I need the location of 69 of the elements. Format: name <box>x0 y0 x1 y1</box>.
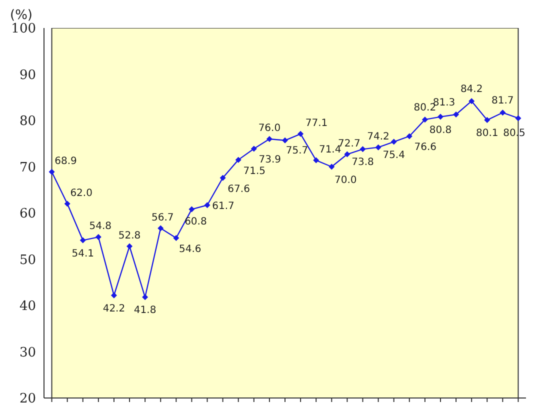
point <box>188 206 195 212</box>
text: 80.2 <box>414 102 436 114</box>
text: 80.1 <box>476 128 498 140</box>
text: 76.6 <box>414 142 437 154</box>
text: 74.2 <box>367 131 390 142</box>
y-axis-title: (%) <box>10 8 32 23</box>
y-tick-label: 90 <box>19 68 36 83</box>
text: 56.7 <box>151 212 174 224</box>
point <box>437 114 444 120</box>
text: 73.9 <box>258 154 282 166</box>
text: 75.4 <box>382 150 405 161</box>
text: 80.8 <box>429 124 452 136</box>
point <box>453 111 460 118</box>
y-tick-label: 50 <box>19 252 36 268</box>
text: 61.7 <box>212 201 234 212</box>
text: 68.9 <box>54 156 77 167</box>
point <box>95 234 102 240</box>
point <box>344 151 350 158</box>
text: 54.8 <box>89 221 112 232</box>
text: 62.0 <box>70 188 92 199</box>
point <box>406 133 412 140</box>
point <box>266 136 272 142</box>
text: 84.2 <box>460 84 483 96</box>
point <box>313 157 320 164</box>
point <box>422 116 428 123</box>
point <box>142 294 148 300</box>
y-tick-label: 30 <box>19 345 36 360</box>
point <box>235 156 242 163</box>
point <box>110 292 117 298</box>
point <box>298 130 304 137</box>
y-tick-label: 40 <box>19 299 36 314</box>
point <box>390 138 397 145</box>
text: 54.6 <box>179 244 202 255</box>
point <box>64 200 70 207</box>
y-tick-label: 60 <box>19 206 36 222</box>
point <box>126 243 133 250</box>
text: 42.2 <box>102 303 126 314</box>
text: 52.8 <box>118 230 141 242</box>
y-tick-label: 100 <box>11 22 36 37</box>
text: 75.7 <box>286 145 308 156</box>
point <box>158 225 164 232</box>
text: 77.1 <box>305 118 328 129</box>
point <box>250 146 257 152</box>
text: 71.4 <box>318 144 342 156</box>
text: 76.0 <box>258 123 281 134</box>
point <box>282 137 288 144</box>
text: 54.1 <box>72 248 94 260</box>
point <box>375 144 382 150</box>
y-tick-label: 80 <box>19 114 36 130</box>
text: 73.8 <box>352 157 374 168</box>
y-tick-label: 70 <box>19 160 36 176</box>
point <box>204 202 210 208</box>
point <box>328 164 335 170</box>
point <box>220 174 226 181</box>
text: 70.0 <box>334 174 357 186</box>
point <box>468 98 475 104</box>
text: 81.7 <box>492 96 514 107</box>
point <box>48 168 55 175</box>
text: 41.8 <box>134 305 156 316</box>
point <box>515 115 522 122</box>
point <box>80 237 86 244</box>
point <box>360 146 366 152</box>
point <box>173 234 180 241</box>
point <box>500 110 506 116</box>
y-tick-label: 20 <box>19 392 36 407</box>
point <box>484 117 490 124</box>
text: 60.8 <box>184 216 207 228</box>
text: 67.6 <box>228 184 250 195</box>
text: 71.5 <box>243 166 266 177</box>
